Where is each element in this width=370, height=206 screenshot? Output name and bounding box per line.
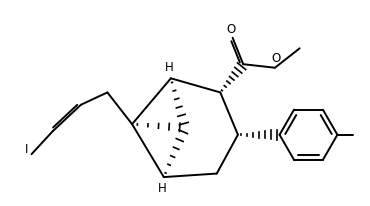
Text: O: O bbox=[226, 23, 235, 36]
Text: O: O bbox=[271, 52, 280, 65]
Text: H: H bbox=[158, 182, 166, 195]
Text: I: I bbox=[24, 143, 28, 156]
Text: H: H bbox=[165, 61, 174, 74]
